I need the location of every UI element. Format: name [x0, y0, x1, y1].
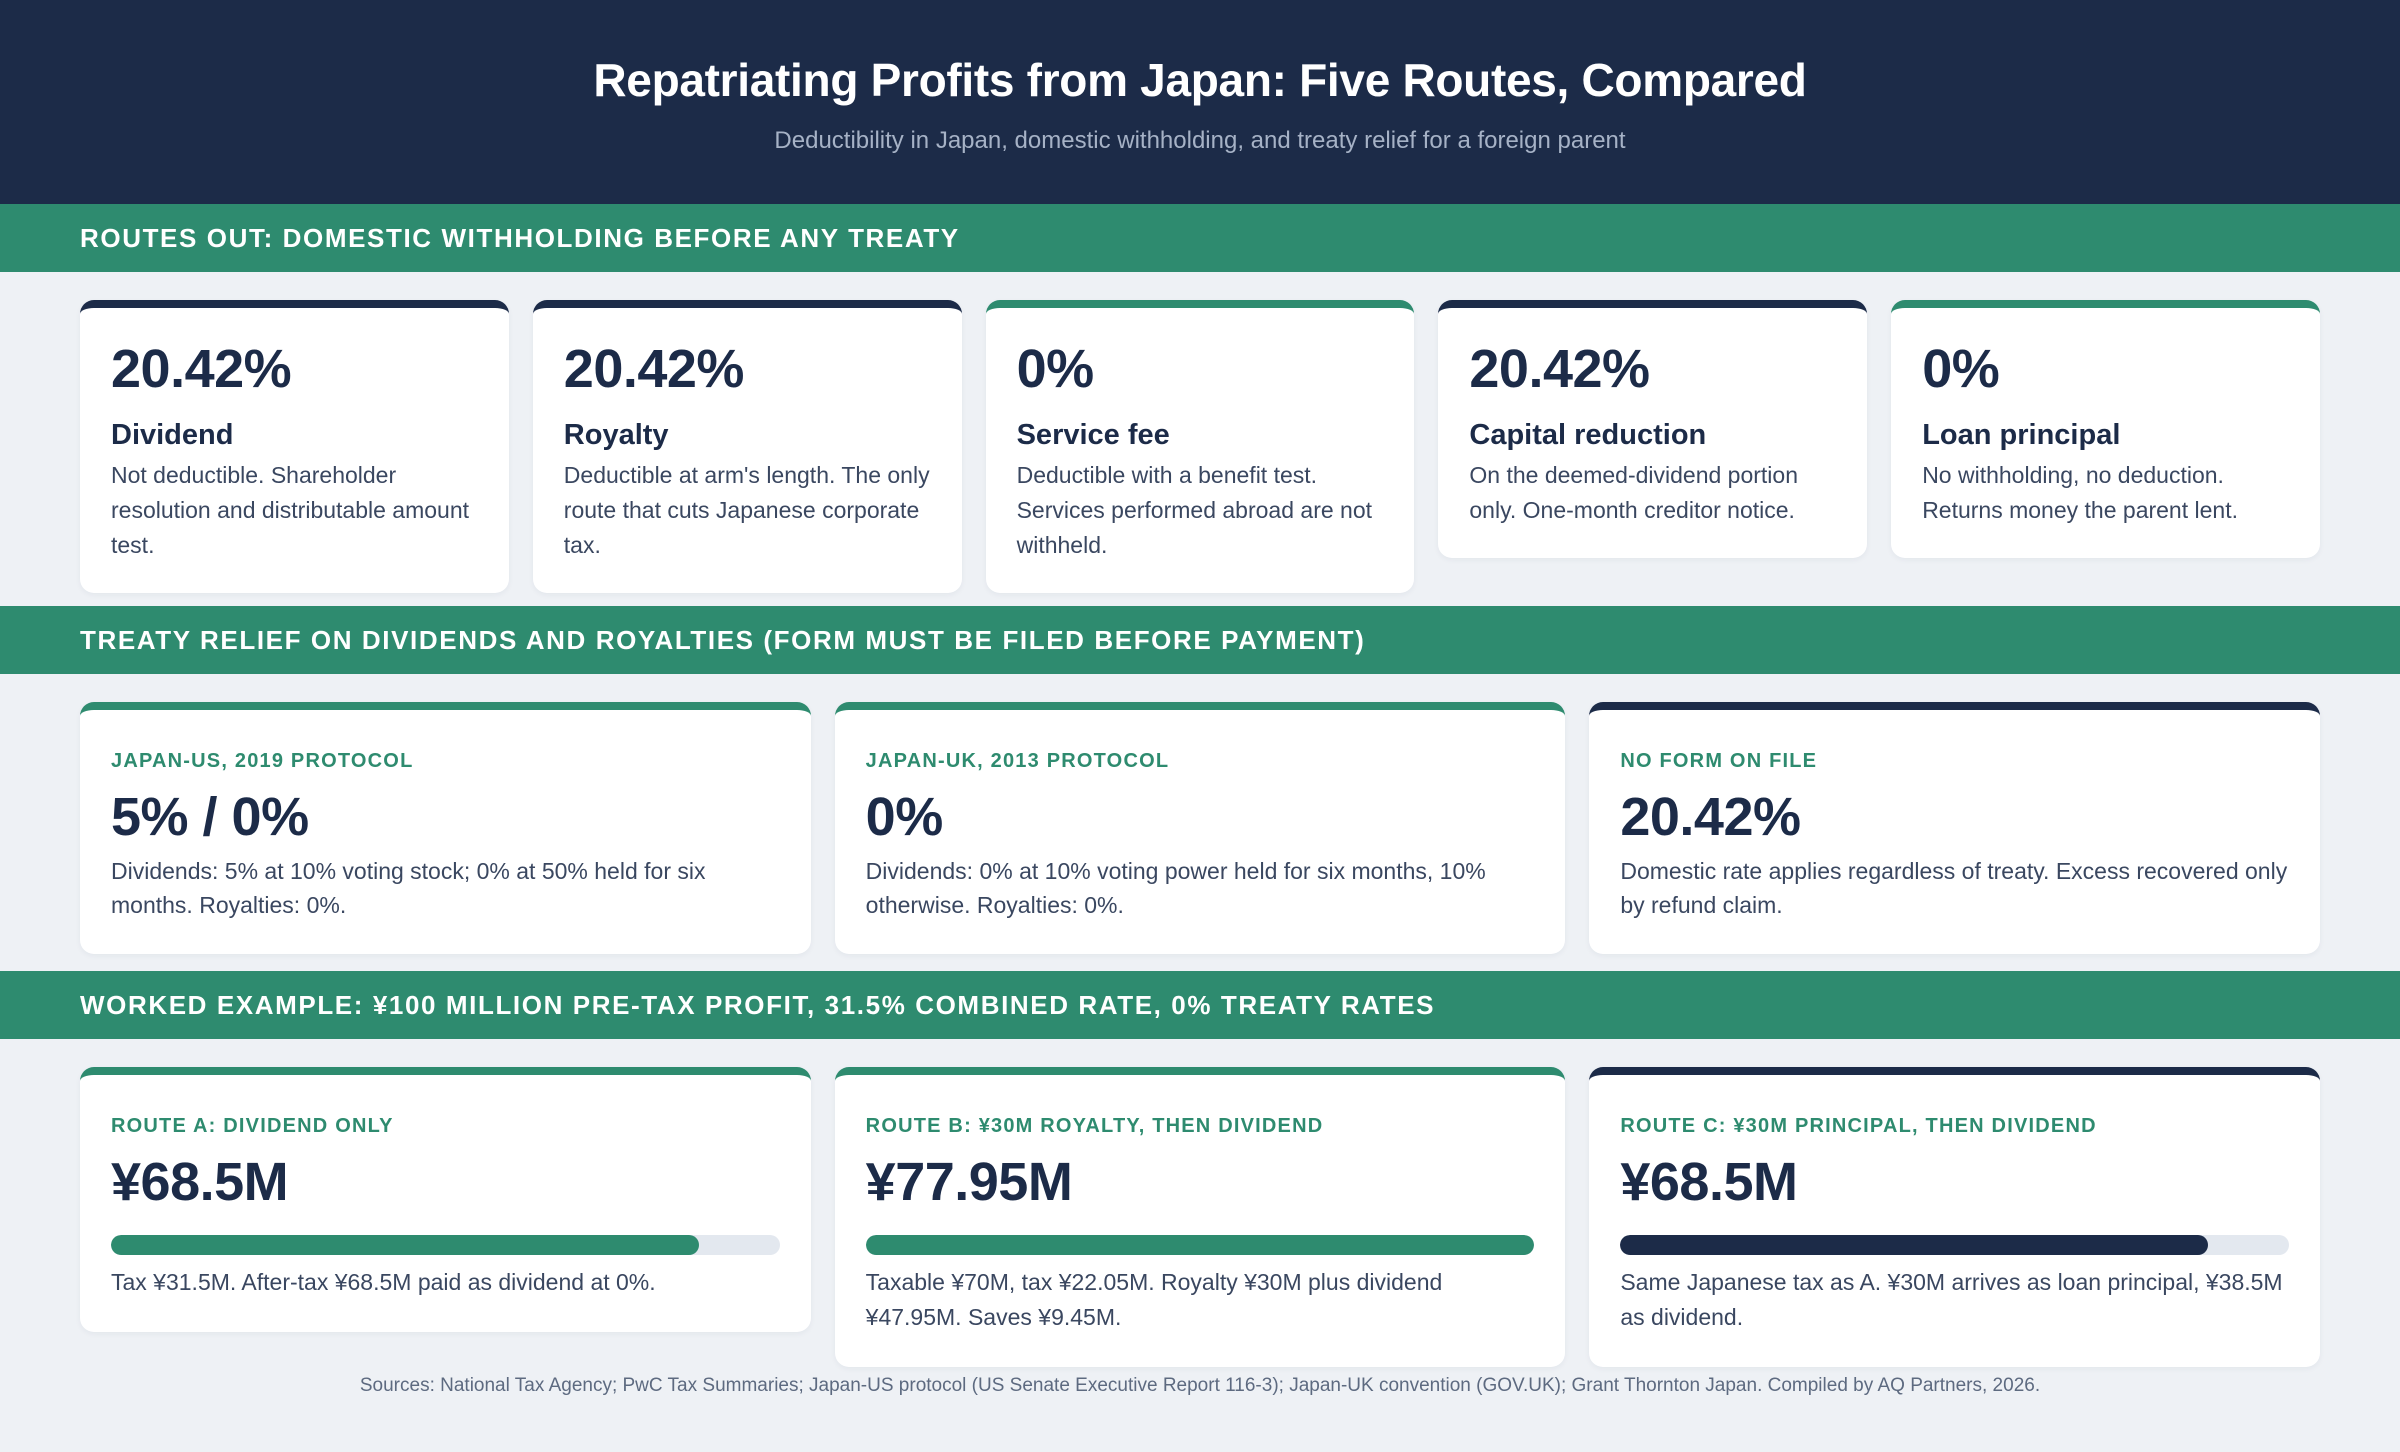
route-card-capital-reduction: 20.42% Capital reduction On the deemed-d… — [1438, 300, 1868, 558]
page-title: Repatriating Profits from Japan: Five Ro… — [593, 54, 1807, 106]
treaty-tag: No form on file — [1620, 750, 1818, 772]
section-treaty-header: Treaty relief on dividends and royalties… — [0, 606, 2400, 674]
section-example-header: Worked example: ¥100 million pre-tax pro… — [0, 971, 2400, 1039]
example-description: Same Japanese tax as A. ¥30M arrives as … — [1620, 1269, 2283, 1330]
route-rate: 20.42% — [563, 339, 745, 399]
treaty-row: Japan-US, 2019 protocol 5% / 0% Dividend… — [0, 674, 2400, 971]
route-description: Deductible at arm's length. The only rou… — [563, 462, 930, 558]
example-row: Route A: dividend only ¥68.5M Tax ¥31.5M… — [0, 1039, 2400, 1375]
example-progress-fill — [111, 1235, 699, 1255]
example-progress-bar — [111, 1235, 780, 1255]
route-name: Capital reduction — [1469, 419, 1707, 451]
treaty-tag: Japan-US, 2019 protocol — [111, 750, 414, 772]
sources-footnote: Sources: National Tax Agency; PwC Tax Su… — [359, 1375, 2041, 1396]
route-description: Not deductible. Shareholder resolution a… — [111, 462, 470, 558]
example-progress-bar — [865, 1235, 1535, 1255]
route-name: Royalty — [563, 419, 669, 451]
route-rate: 20.42% — [1469, 339, 1650, 399]
route-description: On the deemed-dividend portion only. One… — [1469, 462, 1798, 523]
treaty-description: Domestic rate applies regardless of trea… — [1620, 858, 2288, 918]
section-routes-header: Routes out: domestic withholding before … — [0, 204, 2400, 272]
example-progress-fill — [1620, 1235, 2208, 1255]
route-rate: 0% — [1016, 339, 1095, 399]
page-subtitle: Deductibility in Japan, domestic withhol… — [774, 127, 1626, 154]
treaty-card-japan-us: Japan-US, 2019 protocol 5% / 0% Dividend… — [80, 702, 811, 954]
example-progress-fill — [865, 1235, 1535, 1255]
route-card-service-fee: 0% Service fee Deductible with a benefit… — [985, 300, 1415, 593]
example-card-route-a: Route A: dividend only ¥68.5M Tax ¥31.5M… — [80, 1067, 811, 1332]
example-amount: ¥68.5M — [1620, 1152, 1798, 1212]
treaty-rate: 20.42% — [1620, 787, 1801, 847]
route-rate: 20.42% — [111, 339, 292, 399]
treaty-rate: 0% — [865, 787, 944, 847]
treaty-card-no-form: No form on file 20.42% Domestic rate app… — [1589, 702, 2321, 954]
example-description: Tax ¥31.5M. After-tax ¥68.5M paid as div… — [111, 1269, 656, 1295]
treaty-description: Dividends: 5% at 10% voting stock; 0% at… — [111, 858, 706, 918]
route-name: Service fee — [1016, 419, 1170, 451]
example-tag: Route C: ¥30M principal, then dividend — [1620, 1115, 2097, 1137]
route-rate: 0% — [1922, 339, 2000, 399]
example-amount: ¥68.5M — [111, 1152, 289, 1212]
route-description: No withholding, no deduction. Returns mo… — [1922, 462, 2238, 523]
route-name: Loan principal — [1922, 419, 2121, 451]
example-card-route-c: Route C: ¥30M principal, then dividend ¥… — [1589, 1067, 2321, 1367]
page-header: Repatriating Profits from Japan: Five Ro… — [0, 0, 2400, 204]
example-card-route-b: Route B: ¥30M royalty, then dividend ¥77… — [834, 1067, 1566, 1367]
example-progress-bar — [1620, 1235, 2290, 1255]
example-tag: Route A: dividend only — [111, 1115, 394, 1137]
route-card-dividend: 20.42% Dividend Not deductible. Sharehol… — [80, 300, 509, 593]
treaty-rate: 5% / 0% — [111, 787, 309, 847]
route-card-royalty: 20.42% Royalty Deductible at arm's lengt… — [532, 300, 962, 593]
example-amount: ¥77.95M — [865, 1152, 1073, 1212]
route-description: Deductible with a benefit test. Services… — [1016, 462, 1373, 558]
example-description: Taxable ¥70M, tax ¥22.05M. Royalty ¥30M … — [865, 1269, 1443, 1330]
routes-row: 20.42% Dividend Not deductible. Sharehol… — [0, 272, 2400, 606]
treaty-tag: Japan-UK, 2013 protocol — [865, 750, 1170, 772]
treaty-card-japan-uk: Japan-UK, 2013 protocol 0% Dividends: 0%… — [834, 702, 1566, 954]
example-tag: Route B: ¥30M royalty, then dividend — [865, 1115, 1324, 1137]
route-card-loan-principal: 0% Loan principal No withholding, no ded… — [1891, 300, 2320, 558]
route-name: Dividend — [111, 419, 234, 451]
treaty-description: Dividends: 0% at 10% voting power held f… — [865, 858, 1486, 918]
